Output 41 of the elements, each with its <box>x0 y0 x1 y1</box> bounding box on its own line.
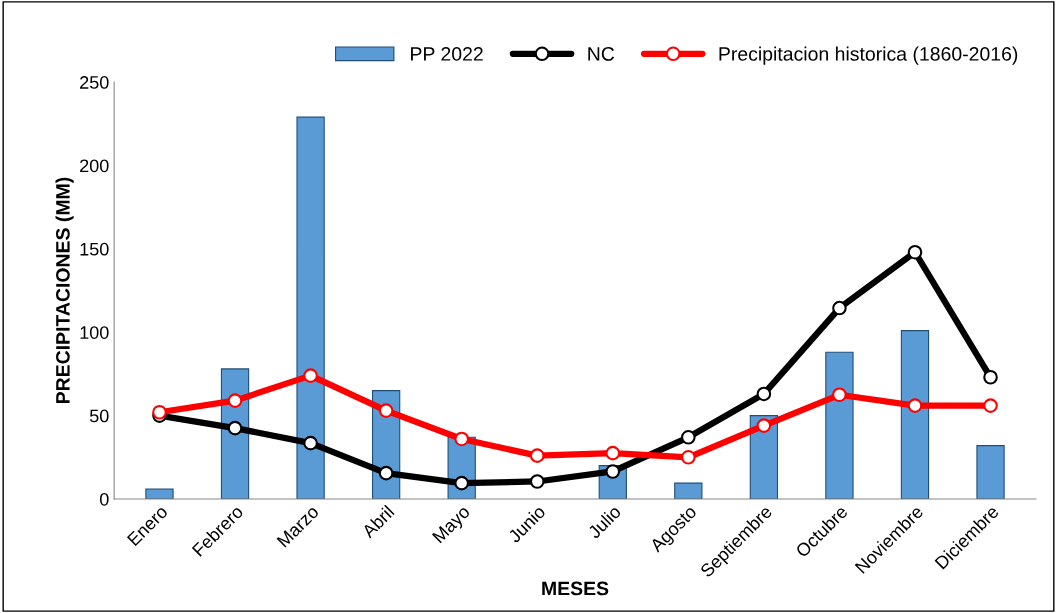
bar <box>976 445 1005 499</box>
x-axis-title: MESES <box>542 581 609 596</box>
point <box>378 403 394 418</box>
point <box>907 398 923 413</box>
point <box>605 464 621 479</box>
point <box>983 369 998 385</box>
point <box>529 448 545 463</box>
point <box>983 398 998 413</box>
bar <box>145 488 174 499</box>
point <box>832 387 847 403</box>
legend-label: Precipitacion historica (1860-2016) <box>719 46 1018 65</box>
point <box>681 450 696 465</box>
point <box>756 386 772 402</box>
point <box>605 445 621 461</box>
y-tick-label: 200 <box>80 159 109 173</box>
y-tick-label: 50 <box>89 409 109 423</box>
y-tick-label: 150 <box>80 242 109 256</box>
bar <box>825 351 854 499</box>
point <box>454 431 469 447</box>
point <box>303 368 318 383</box>
point <box>378 465 394 481</box>
legend-label: NC <box>588 47 615 61</box>
point <box>756 418 772 433</box>
bar <box>900 330 930 499</box>
y-tick-label: 0 <box>99 492 109 506</box>
y-tick-label: 250 <box>80 76 109 89</box>
bar <box>674 482 703 499</box>
y-tick-label: 100 <box>80 326 109 339</box>
point <box>454 475 469 491</box>
point <box>227 393 243 408</box>
point <box>303 435 318 451</box>
y-axis-title: PRECIPITACIONES (MM) <box>55 177 74 404</box>
point <box>152 404 167 420</box>
point <box>529 474 545 489</box>
x-tick-label: Julio <box>586 504 622 540</box>
bar <box>296 116 325 499</box>
point <box>832 300 847 316</box>
point <box>227 420 243 436</box>
point <box>907 244 923 260</box>
point <box>681 430 696 445</box>
legend-label: PP 2022 <box>411 47 483 61</box>
